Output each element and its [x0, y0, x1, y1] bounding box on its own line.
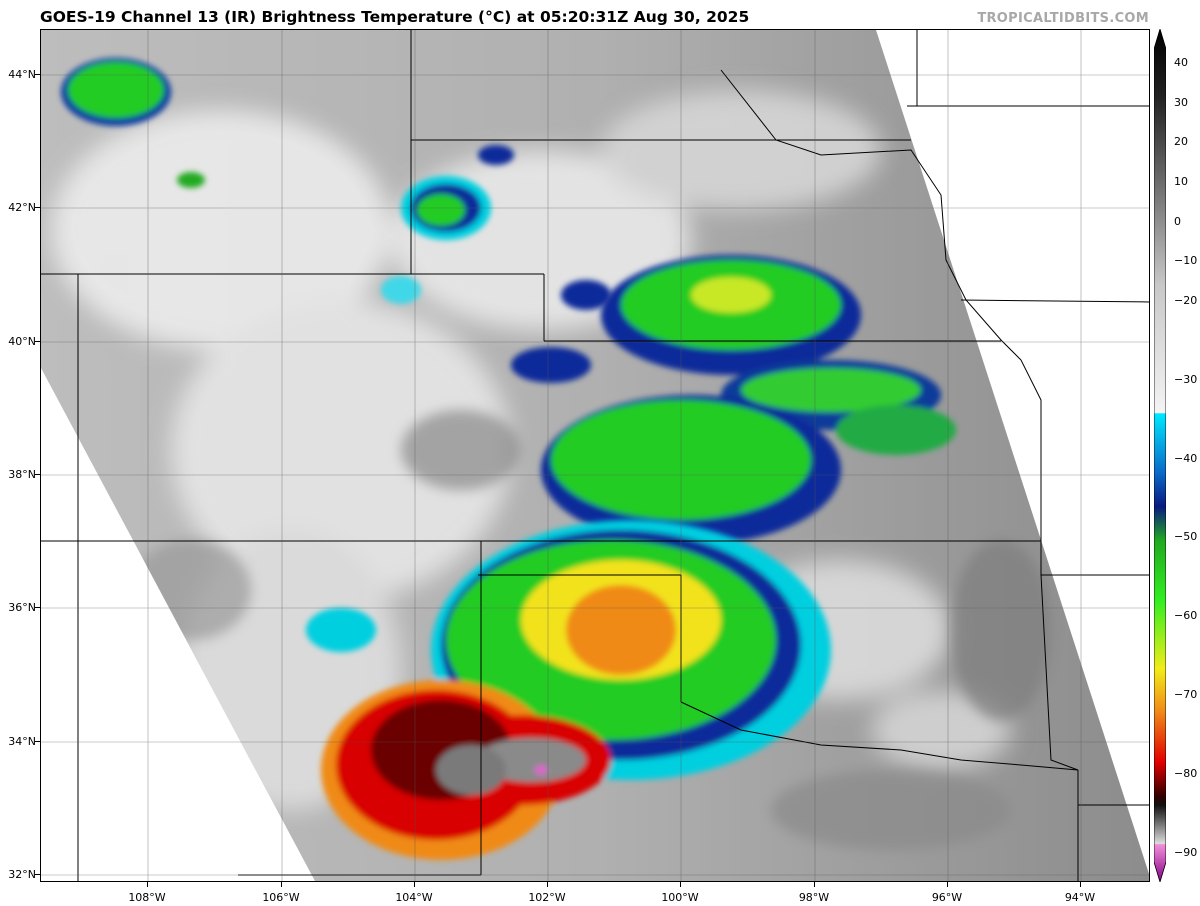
colorbar-label-0: 0	[1174, 215, 1181, 228]
lat-tick	[35, 207, 40, 208]
colorbar-label-minus-40: −40	[1174, 452, 1198, 465]
lat-tick	[35, 741, 40, 742]
lat-label-40: 40°N	[8, 335, 36, 348]
temperature-colorbar	[1154, 29, 1166, 882]
lon-tick	[547, 882, 548, 887]
colorbar-label-minus-30: −30	[1174, 373, 1198, 386]
lon-tick	[680, 882, 681, 887]
lon-tick	[1080, 882, 1081, 887]
lat-label-34: 34°N	[8, 735, 36, 748]
satellite-image	[41, 30, 1149, 881]
lat-tick	[35, 341, 40, 342]
lon-tick	[947, 882, 948, 887]
lon-label-94: 94°W	[1064, 891, 1096, 904]
colorbar-label-minus-80: −80	[1174, 767, 1198, 780]
lon-label-98: 98°W	[798, 891, 830, 904]
credit-watermark: TROPICALTIDBITS.COM	[977, 11, 1149, 26]
lat-tick	[35, 874, 40, 875]
colorbar-label-minus-20: −20	[1174, 294, 1198, 307]
lon-label-108: 108°W	[128, 891, 166, 904]
lat-label-32: 32°N	[8, 868, 36, 881]
lat-label-38: 38°N	[8, 468, 36, 481]
colorbar-label-30: 30	[1174, 96, 1188, 109]
lat-tick	[35, 474, 40, 475]
lat-tick	[35, 74, 40, 75]
lat-tick	[35, 607, 40, 608]
graticule	[41, 30, 1149, 881]
colorbar-label-minus-50: −50	[1174, 530, 1198, 543]
lon-tick	[281, 882, 282, 887]
lon-tick	[814, 882, 815, 887]
colorbar-label-minus-70: −70	[1174, 688, 1198, 701]
lat-label-36: 36°N	[8, 601, 36, 614]
colorbar-label-minus-10: −10	[1174, 254, 1198, 267]
lon-label-102: 102°W	[528, 891, 566, 904]
colorbar-label-minus-60: −60	[1174, 609, 1198, 622]
satellite-map[interactable]	[40, 29, 1150, 882]
colorbar-label-40: 40	[1174, 56, 1188, 69]
lon-label-100: 100°W	[661, 891, 699, 904]
lon-tick	[147, 882, 148, 887]
lat-label-42: 42°N	[8, 201, 36, 214]
lat-label-44: 44°N	[8, 68, 36, 81]
lon-label-104: 104°W	[395, 891, 433, 904]
lon-tick	[414, 882, 415, 887]
lon-label-106: 106°W	[262, 891, 300, 904]
lon-label-96: 96°W	[931, 891, 963, 904]
map-title: GOES-19 Channel 13 (IR) Brightness Tempe…	[40, 8, 750, 26]
colorbar-label-10: 10	[1174, 175, 1188, 188]
colorbar-label-minus-90: −90	[1174, 846, 1198, 859]
colorbar-label-20: 20	[1174, 135, 1188, 148]
imagery-swath	[41, 30, 1149, 881]
